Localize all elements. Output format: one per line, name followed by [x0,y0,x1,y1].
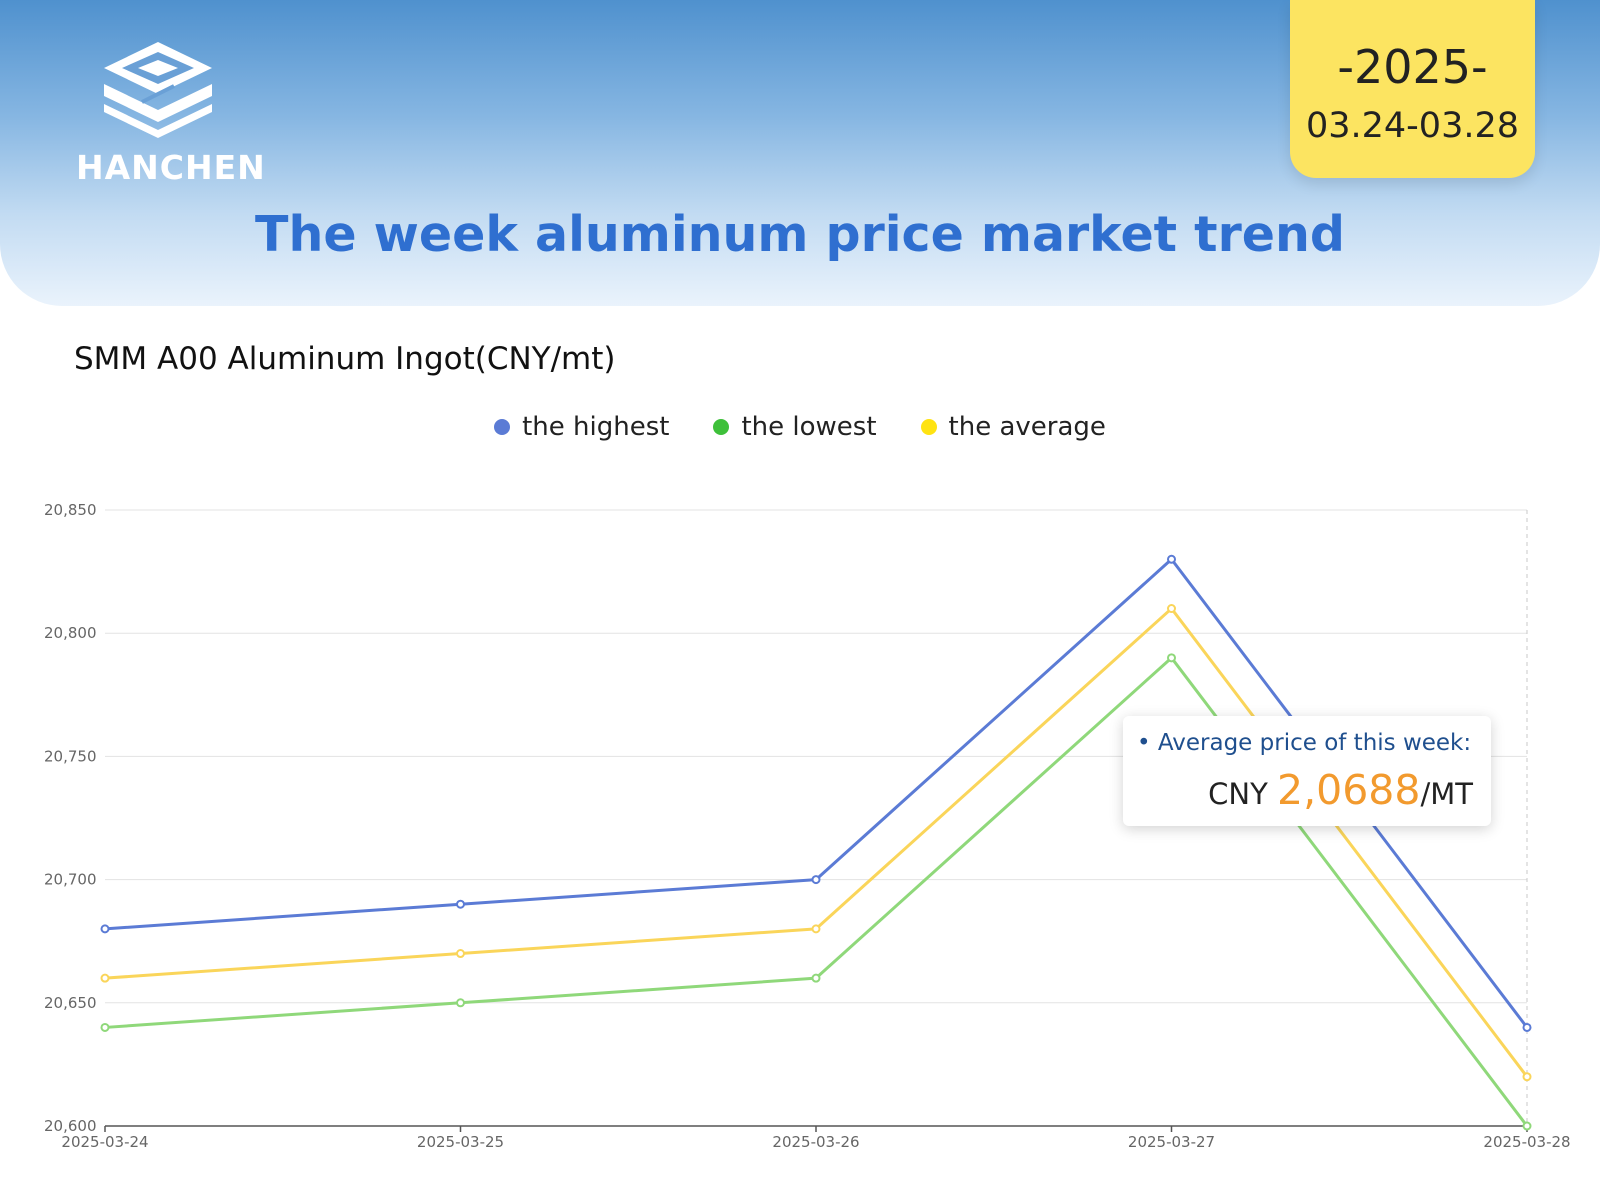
currency-prefix: CNY [1208,777,1278,811]
data-point [1522,1121,1532,1131]
hanchen-logo-icon [104,42,212,138]
legend-item-average: the average [920,412,1106,442]
data-point [1522,1022,1532,1032]
legend-item-lowest: the lowest [713,412,877,442]
date-year: -2025- [1337,40,1488,94]
header-banner: HANCHEN -2025- 03.24-03.28 The week alum… [0,0,1600,306]
data-point [100,924,110,934]
x-tick-label: 2025-03-24 [61,1133,148,1151]
legend-label-lowest: the lowest [741,412,877,442]
date-range: 03.24-03.28 [1305,106,1520,146]
legend-dot-lowest [713,419,730,435]
y-tick-label: 20,650 [44,994,97,1012]
hanchen-logo: HANCHEN [72,40,266,190]
data-point [811,875,821,885]
chart-subtitle: SMM A00 Aluminum Ingot(CNY/mt) [74,341,616,377]
y-tick-label: 20,700 [44,871,97,889]
legend-dot-highest [494,419,511,435]
data-point [1522,1072,1532,1082]
average-price-number: 2,0688 [1277,766,1421,814]
x-tick-label: 2025-03-28 [1483,1133,1570,1151]
x-tick-label: 2025-03-27 [1128,1133,1215,1151]
data-point [1167,554,1176,564]
legend-item-highest: the highest [494,412,669,442]
unit-suffix: /MT [1420,777,1473,811]
page-title: The week aluminum price market trend [255,206,1345,263]
y-tick-label: 20,750 [44,747,97,765]
logo-text: HANCHEN [76,148,266,187]
x-tick-label: 2025-03-26 [772,1133,859,1151]
average-price-label: • Average price of this week: [1137,730,1472,756]
date-badge: -2025- 03.24-03.28 [1290,0,1535,178]
data-point [811,973,821,983]
data-point [456,998,465,1008]
data-point [1167,604,1176,614]
x-tick-label: 2025-03-25 [417,1133,504,1151]
average-price-value: CNY 2,0688/MT [1208,766,1473,814]
data-point [456,899,465,909]
legend-label-highest: the highest [522,412,670,442]
y-tick-label: 20,850 [44,501,97,519]
data-point [1167,653,1176,663]
y-tick-label: 20,600 [44,1117,97,1135]
legend-dot-average [920,419,937,435]
legend-label-average: the average [948,412,1106,442]
chart-legend: the highest the lowest the average [0,412,1600,442]
data-point [811,924,821,934]
data-point [456,949,465,959]
data-point [100,1022,110,1032]
y-tick-label: 20,800 [44,624,97,642]
data-point [100,973,110,983]
average-price-box: • Average price of this week: CNY 2,0688… [1123,716,1491,826]
